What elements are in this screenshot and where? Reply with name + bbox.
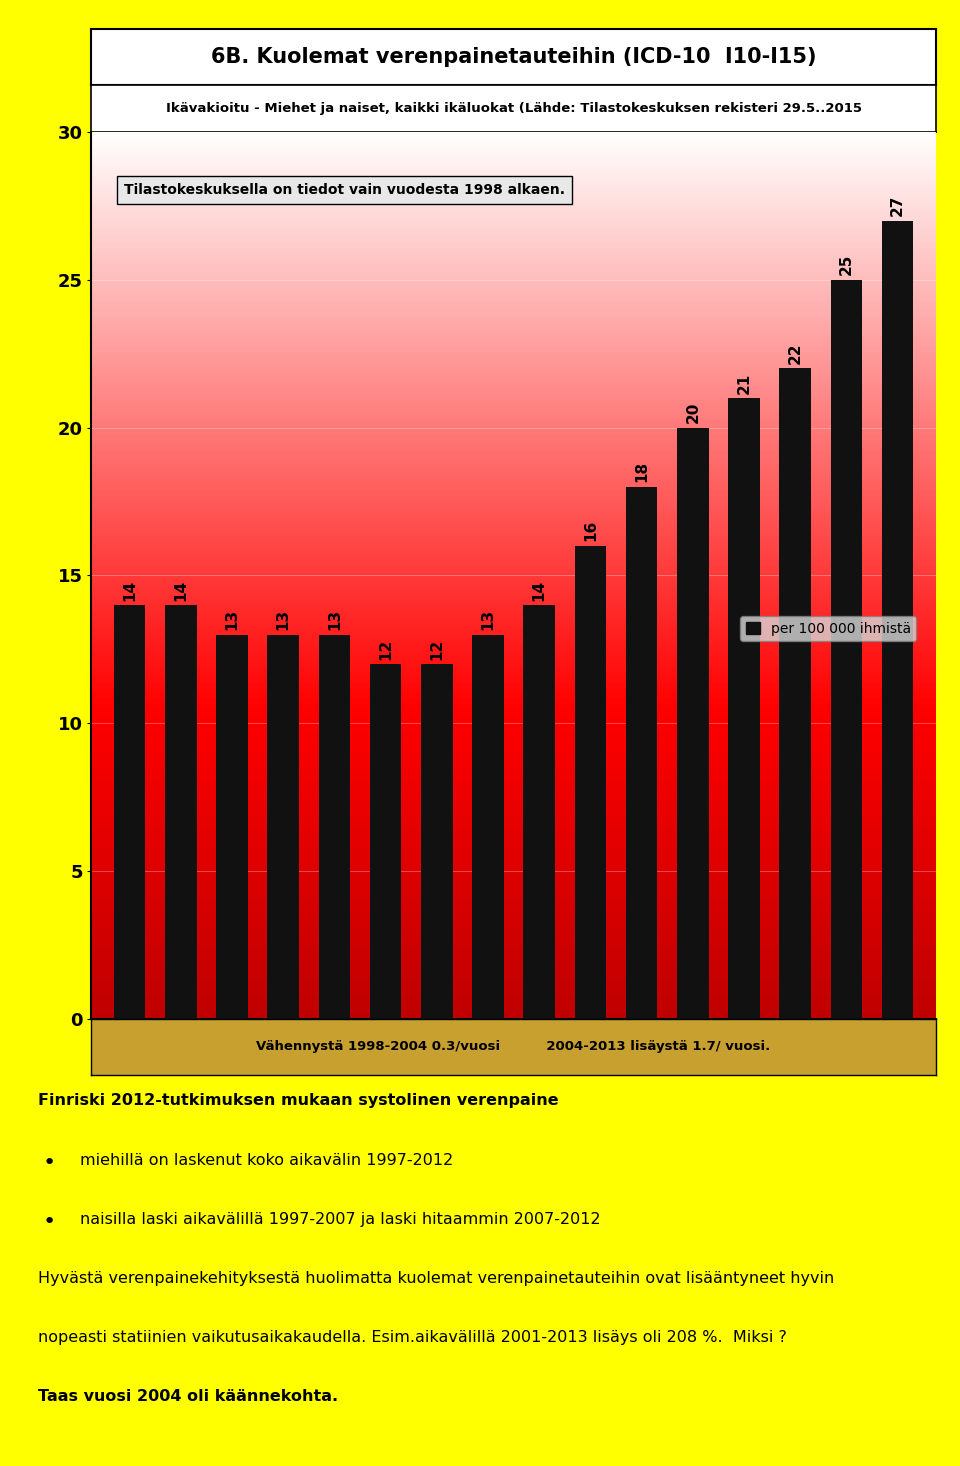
Bar [626, 487, 658, 1019]
Legend: per 100 000 ihmistä: per 100 000 ihmistä [740, 616, 917, 641]
Bar [420, 664, 453, 1019]
Text: 14: 14 [532, 579, 546, 601]
Text: 12: 12 [378, 638, 393, 660]
Bar [165, 605, 197, 1019]
Text: naisilla laski aikavälillä 1997-2007 ja laski hitaammin 2007-2012: naisilla laski aikavälillä 1997-2007 ja … [80, 1211, 600, 1227]
Bar [881, 220, 914, 1019]
Text: 13: 13 [327, 608, 342, 630]
Bar [574, 545, 607, 1019]
Bar [677, 428, 708, 1019]
Text: 13: 13 [225, 608, 239, 630]
Text: 21: 21 [736, 372, 752, 393]
Text: Taas vuosi 2004 oli käännekohta.: Taas vuosi 2004 oli käännekohta. [37, 1388, 338, 1404]
Text: Vähennystä 1998-2004 0.3/vuosi          2004-2013 lisäystä 1.7/ vuosi.: Vähennystä 1998-2004 0.3/vuosi 2004-2013… [256, 1041, 771, 1053]
Text: 13: 13 [481, 608, 495, 630]
Text: •: • [42, 1211, 56, 1231]
Bar [370, 664, 401, 1019]
Bar [319, 635, 350, 1019]
Text: 22: 22 [788, 343, 803, 364]
Bar [113, 605, 146, 1019]
Text: nopeasti statiinien vaikutusaikakaudella. Esim.aikavälillä 2001-2013 lisäys oli : nopeasti statiinien vaikutusaikakaudella… [37, 1330, 786, 1344]
Text: 6B. Kuolemat verenpainetauteihin (ICD-10  I10-I15): 6B. Kuolemat verenpainetauteihin (ICD-10… [211, 47, 816, 67]
Text: Hyvästä verenpainekehityksestä huolimatta kuolemat verenpainetauteihin ovat lisä: Hyvästä verenpainekehityksestä huolimatt… [37, 1271, 834, 1286]
Text: 18: 18 [635, 462, 649, 482]
Bar [728, 399, 760, 1019]
Bar [780, 368, 811, 1019]
Text: 16: 16 [583, 520, 598, 541]
Text: 13: 13 [276, 608, 291, 630]
Text: 14: 14 [174, 579, 188, 601]
Text: Finriski 2012-tutkimuksen mukaan systolinen verenpaine: Finriski 2012-tutkimuksen mukaan systoli… [37, 1094, 559, 1108]
Text: •: • [42, 1152, 56, 1173]
Bar [216, 635, 248, 1019]
Text: 20: 20 [685, 402, 700, 424]
Bar [472, 635, 504, 1019]
Bar [267, 635, 300, 1019]
Text: 27: 27 [890, 195, 905, 216]
Text: Tilastokeskuksella on tiedot vain vuodesta 1998 alkaen.: Tilastokeskuksella on tiedot vain vuodes… [124, 183, 565, 196]
Text: Ikävakioitu - Miehet ja naiset, kaikki ikäluokat (Lähde: Tilastokeskuksen rekist: Ikävakioitu - Miehet ja naiset, kaikki i… [166, 103, 862, 114]
Bar [523, 605, 555, 1019]
Text: miehillä on laskenut koko aikavälin 1997-2012: miehillä on laskenut koko aikavälin 1997… [80, 1152, 453, 1167]
Text: 12: 12 [429, 638, 444, 660]
Text: 14: 14 [122, 579, 137, 601]
Bar [830, 280, 862, 1019]
Text: 25: 25 [839, 254, 853, 276]
